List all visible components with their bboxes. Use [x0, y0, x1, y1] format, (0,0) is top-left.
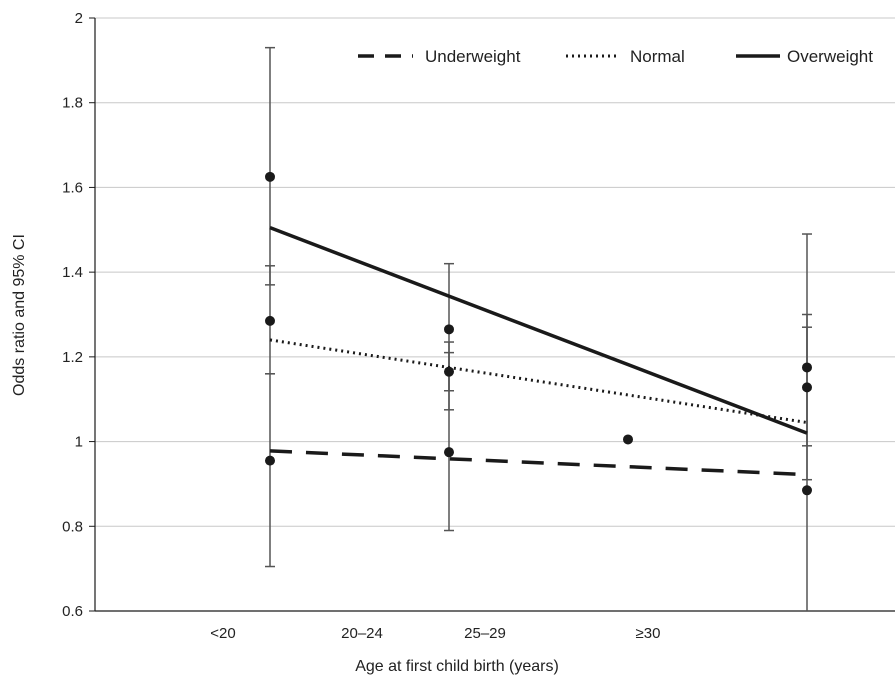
legend-label-overweight: Overweight [787, 47, 873, 66]
y-tick-label: 0.8 [62, 518, 83, 535]
y-tick-label: 1.2 [62, 349, 83, 366]
y-axis-title: Odds ratio and 95% CI [11, 234, 28, 396]
trendline-overweight [269, 226, 808, 435]
y-tick-label: 1.4 [62, 264, 83, 281]
y-tick-label: 1.6 [62, 179, 83, 196]
x-tick-label: 25–29 [464, 625, 506, 642]
gridlines [95, 17, 895, 527]
x-tick-label: ≥30 [636, 625, 661, 642]
y-tick-label: 0.6 [62, 603, 83, 620]
y-tick-label: 2 [75, 10, 83, 27]
x-axis-ticks: <20 20–24 25–29 ≥30 [210, 625, 660, 642]
point-normal [444, 366, 454, 377]
y-tick-label: 1.8 [62, 95, 83, 112]
point-underweight [444, 447, 454, 458]
x-tick-label: 20–24 [341, 625, 383, 642]
point-normal [265, 315, 275, 326]
y-axis-ticks: 0.6 0.8 1 1.2 1.4 1.6 1.8 2 [62, 10, 95, 620]
y-tick-label: 1 [75, 434, 83, 451]
trendlines [269, 226, 808, 477]
point-overweight [265, 171, 275, 182]
data-points [265, 171, 812, 496]
point-overweight [444, 324, 454, 335]
legend-label-underweight: Underweight [425, 47, 521, 66]
point-underweight [802, 485, 812, 496]
x-tick-label: <20 [210, 625, 235, 642]
point-normal [802, 382, 812, 393]
trendline-underweight [269, 449, 808, 477]
legend-label-normal: Normal [630, 47, 685, 66]
point-overweight [802, 362, 812, 373]
trendline-normal [269, 338, 808, 424]
x-axis-title: Age at first child birth (years) [355, 658, 559, 675]
point-underweight [265, 455, 275, 466]
legend: Underweight Normal Overweight [358, 47, 873, 66]
point-extra [623, 434, 633, 445]
